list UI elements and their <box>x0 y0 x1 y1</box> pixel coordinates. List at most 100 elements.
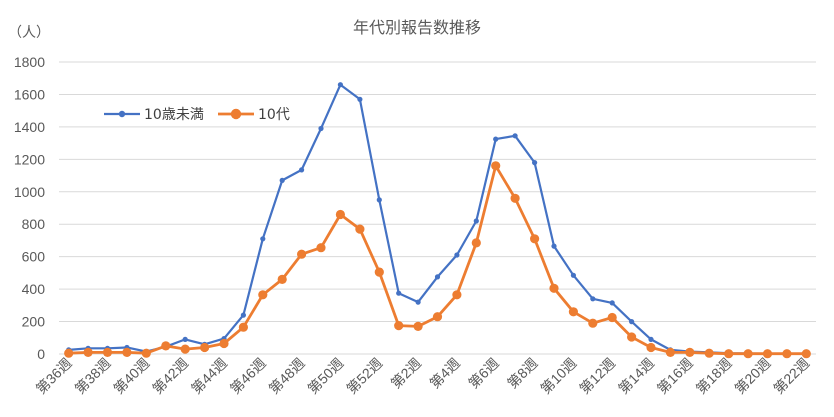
y-tick-label: 600 <box>22 249 46 265</box>
data-point <box>743 349 753 359</box>
x-tick-label: 第16週 <box>654 355 696 397</box>
y-tick-label: 1800 <box>14 54 45 70</box>
data-point <box>180 344 190 354</box>
x-tick-label: 第50週 <box>304 355 346 397</box>
data-point <box>762 349 773 359</box>
data-point <box>493 136 499 142</box>
y-axis-label: （人） <box>8 25 50 41</box>
data-point <box>219 338 229 349</box>
y-tick-label: 1000 <box>14 184 45 200</box>
data-point <box>627 332 637 342</box>
data-point <box>240 312 246 318</box>
data-point <box>260 236 266 242</box>
y-tick-label: 200 <box>22 314 46 330</box>
data-point <box>704 348 714 358</box>
data-point <box>297 249 307 259</box>
data-point <box>374 267 384 277</box>
x-tick-label: 第12週 <box>576 355 618 397</box>
x-tick-label: 第44週 <box>188 355 230 397</box>
x-tick-label: 第48週 <box>266 355 308 397</box>
y-tick-label: 400 <box>22 281 46 297</box>
data-point <box>161 341 171 351</box>
y-tick-label: 1200 <box>14 151 45 167</box>
x-tick-label: 第6週 <box>465 355 502 392</box>
x-tick-label: 第40週 <box>110 355 152 397</box>
gridlines <box>59 61 816 355</box>
x-tick-label: 第14週 <box>615 355 657 397</box>
data-point <box>64 348 74 358</box>
data-point <box>782 349 792 359</box>
legend-swatch-marker <box>118 110 126 118</box>
series-group <box>64 82 811 359</box>
x-tick-label: 第42週 <box>149 355 191 397</box>
x-tick-label: 第22週 <box>770 355 812 397</box>
data-point <box>355 224 365 234</box>
data-point <box>122 347 132 357</box>
legend-swatch-marker <box>230 108 242 120</box>
data-point <box>413 321 423 331</box>
data-point <box>724 349 734 359</box>
data-point <box>609 300 615 306</box>
data-point <box>337 82 343 88</box>
data-point <box>376 197 382 203</box>
chart-title: 年代別報告数推移 <box>353 18 481 37</box>
data-point <box>590 296 596 302</box>
legend-item: 10歳未満 <box>104 107 204 123</box>
data-point <box>607 312 617 323</box>
data-point <box>452 290 462 300</box>
x-tick-label: 第52週 <box>343 355 385 397</box>
data-point <box>396 290 402 296</box>
data-point <box>238 322 248 332</box>
data-point <box>588 318 598 328</box>
data-point <box>102 347 113 357</box>
data-point <box>570 272 577 278</box>
legend-label: 10代 <box>258 107 290 123</box>
data-point <box>646 342 656 353</box>
y-axis-ticks: 0 200 400 600 800 1000 1200 1400 1600 1800 <box>14 54 45 362</box>
data-point <box>549 283 559 293</box>
data-point <box>471 238 481 248</box>
data-point <box>318 125 324 132</box>
y-tick-label: 0 <box>37 346 45 362</box>
data-point <box>279 177 285 183</box>
data-point <box>532 160 538 166</box>
data-point <box>801 349 811 359</box>
data-point <box>685 347 695 357</box>
data-point <box>258 290 268 300</box>
data-point <box>277 274 287 284</box>
x-tick-label: 第2週 <box>388 355 425 392</box>
legend: 10歳未満 10代 <box>104 107 290 123</box>
data-point <box>665 347 676 357</box>
x-tick-label: 第8週 <box>504 355 541 392</box>
data-point <box>568 307 579 317</box>
legend-item: 10代 <box>218 107 290 123</box>
data-point <box>141 348 151 358</box>
y-tick-label: 1400 <box>14 119 45 135</box>
data-point <box>357 96 363 102</box>
x-tick-label: 第18週 <box>693 355 735 397</box>
series-line <box>68 164 807 356</box>
x-tick-label: 第4週 <box>426 355 463 392</box>
data-point <box>394 321 404 331</box>
data-point <box>200 342 210 353</box>
data-point <box>648 336 654 342</box>
data-point <box>316 243 326 253</box>
data-point <box>335 209 345 220</box>
data-point <box>491 161 501 171</box>
data-point <box>83 347 93 357</box>
data-point <box>454 252 460 258</box>
data-point <box>551 243 557 249</box>
data-point <box>299 167 305 173</box>
data-point <box>434 274 441 280</box>
data-point <box>473 218 479 224</box>
data-point <box>530 234 540 244</box>
series-teens <box>64 161 811 359</box>
x-tick-label: 第38週 <box>72 355 114 397</box>
legend-label: 10歳未満 <box>144 107 204 123</box>
data-point <box>512 133 518 139</box>
x-tick-label: 第46週 <box>227 355 269 397</box>
data-point <box>629 319 635 325</box>
x-tick-label: 第10週 <box>537 355 579 397</box>
